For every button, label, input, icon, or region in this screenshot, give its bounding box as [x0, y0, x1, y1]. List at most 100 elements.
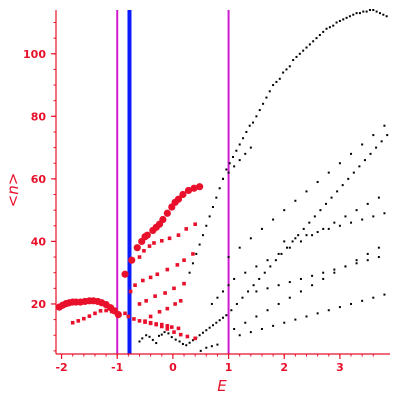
- data-point-black: [347, 177, 350, 180]
- black-points: [138, 9, 389, 352]
- data-point-black: [225, 314, 228, 317]
- x-tick-label: 1: [225, 361, 233, 374]
- data-point-black: [288, 246, 291, 249]
- data-point-black: [280, 252, 283, 255]
- data-point-large: [128, 256, 136, 264]
- data-point-black: [345, 16, 348, 19]
- data-point-large: [143, 231, 151, 239]
- x-tick-label: -2: [55, 361, 67, 374]
- data-point-black: [355, 209, 358, 212]
- data-point-black: [372, 134, 375, 137]
- data-point-black: [336, 190, 339, 193]
- data-point-black: [138, 340, 141, 343]
- data-point-black: [277, 284, 280, 287]
- data-point-black: [363, 159, 366, 162]
- data-point-black: [208, 326, 211, 329]
- data-point-black: [338, 306, 341, 309]
- data-point-black: [215, 196, 218, 199]
- data-point-black: [302, 49, 305, 52]
- data-point-black: [188, 341, 191, 344]
- data-point-black: [327, 227, 330, 230]
- data-point-black: [365, 10, 368, 13]
- y-tick-label: 100: [23, 48, 46, 61]
- data-point-small: [137, 319, 142, 323]
- data-point-black: [199, 349, 202, 352]
- data-point-black: [198, 243, 201, 246]
- data-point-black: [350, 221, 353, 224]
- data-point-black: [378, 12, 381, 15]
- data-point-large: [159, 215, 167, 224]
- data-point-small: [128, 289, 133, 294]
- data-point-black: [255, 265, 258, 268]
- data-point-small: [148, 314, 153, 319]
- data-point-black: [330, 196, 333, 199]
- data-point-black: [265, 96, 268, 99]
- data-point-black: [372, 215, 375, 218]
- data-point-black: [316, 181, 319, 183]
- data-point-black: [361, 218, 364, 221]
- data-point-black: [227, 284, 230, 287]
- data-point-large: [121, 270, 129, 278]
- data-point-large: [133, 244, 141, 252]
- data-point-small: [178, 299, 183, 303]
- data-point-black: [333, 221, 336, 224]
- data-point-black: [268, 90, 271, 93]
- data-point-black: [201, 331, 204, 334]
- data-point-black: [328, 26, 331, 29]
- data-point-black: [294, 237, 297, 240]
- data-point-black: [216, 343, 219, 346]
- data-point-black: [210, 345, 213, 348]
- data-point-black: [266, 287, 269, 290]
- x-tick-label: -1: [111, 361, 123, 374]
- x-axis-label: E: [217, 377, 227, 395]
- data-point-black: [252, 121, 255, 124]
- data-point-black: [238, 334, 241, 337]
- data-point-black: [255, 315, 258, 318]
- data-point-large: [114, 310, 122, 319]
- data-point-small: [82, 316, 86, 321]
- data-point-small: [175, 263, 180, 267]
- data-point-black: [333, 268, 336, 271]
- data-point-black: [298, 52, 301, 55]
- data-point-small: [154, 322, 158, 327]
- data-point-black: [215, 321, 218, 324]
- data-point-black: [282, 71, 285, 74]
- data-point-black: [311, 284, 314, 287]
- data-point-black: [385, 15, 388, 18]
- data-point-small: [98, 309, 103, 313]
- data-point-small: [182, 258, 186, 262]
- data-point-black: [288, 296, 291, 299]
- data-point-black: [241, 296, 244, 299]
- data-point-small: [76, 319, 81, 323]
- data-point-black: [338, 19, 341, 22]
- data-point-black: [380, 140, 383, 143]
- data-point-black: [211, 206, 214, 209]
- data-point-black: [278, 77, 281, 80]
- data-point-black: [233, 277, 236, 280]
- data-point-black: [292, 59, 295, 62]
- data-point-black: [341, 184, 344, 187]
- data-point-black: [315, 37, 318, 40]
- data-point-black: [344, 215, 347, 218]
- data-point-black: [355, 12, 358, 15]
- data-point-black: [305, 46, 308, 49]
- data-point-black: [386, 134, 389, 137]
- data-point-black: [311, 234, 314, 237]
- data-point-black: [355, 262, 358, 265]
- data-point-black: [322, 277, 325, 280]
- data-point-black: [361, 299, 364, 302]
- data-point-black: [272, 218, 275, 221]
- data-point-small: [137, 255, 142, 259]
- data-point-black: [350, 152, 353, 155]
- data-point-black: [277, 302, 280, 305]
- data-point-small: [144, 299, 148, 303]
- data-point-black: [249, 146, 252, 149]
- data-point-black: [311, 274, 314, 277]
- data-point-black: [332, 24, 335, 27]
- data-point-small: [169, 325, 174, 329]
- data-point-black: [262, 102, 265, 105]
- data-point-black: [275, 80, 278, 83]
- data-point-black: [377, 246, 380, 249]
- data-point-black: [377, 256, 380, 259]
- data-point-small: [163, 291, 167, 295]
